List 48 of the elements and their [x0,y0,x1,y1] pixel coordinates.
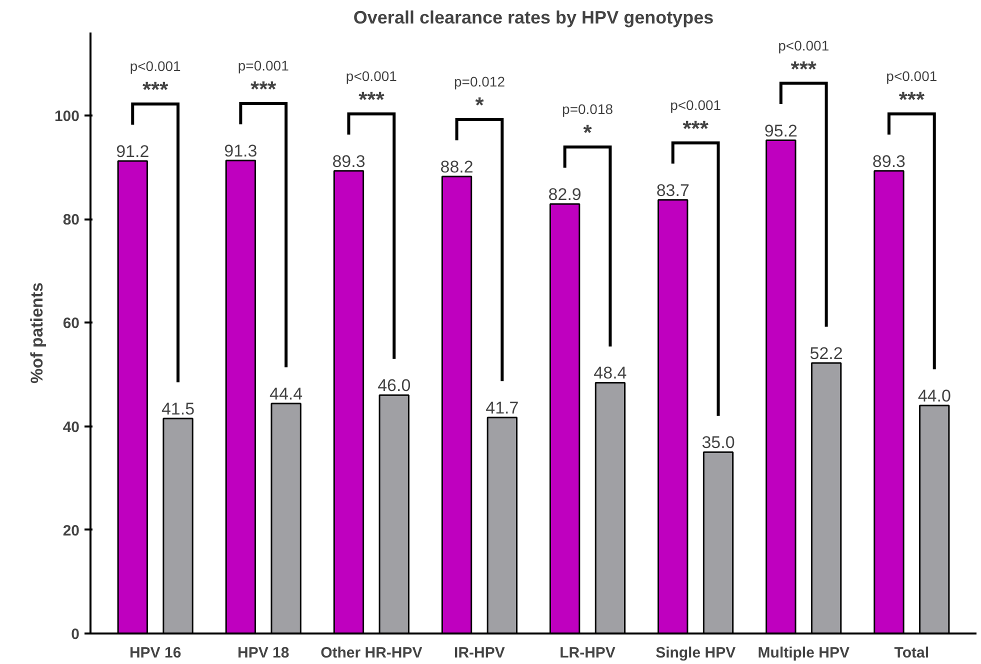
x-tick-label: LR-HPV [560,644,616,662]
data-label: 44.4 [270,384,303,404]
annotation: *** [898,86,925,112]
annotation: * [475,92,484,118]
x-tick-label: HPV 16 [129,644,182,662]
annotation: p<0.001 [886,68,938,84]
data-label: 91.2 [116,142,150,161]
data-label: 52.2 [810,344,843,364]
data-label: 48.4 [594,364,627,383]
y-tick-label: 100 [54,108,80,125]
x-tick-label: Total [894,644,930,662]
annotation: *** [142,77,169,102]
annotation: p=0.012 [454,74,506,90]
y-tick-label: 40 [62,418,80,436]
data-label: 82.9 [548,184,582,204]
annotation: *** [682,116,709,141]
data-label: 89.3 [872,152,906,171]
data-label: 35.0 [702,433,735,452]
annotation: p<0.001 [346,68,398,84]
data-label: 83.7 [656,180,690,200]
annotation: *** [250,76,277,102]
x-tick-label: HPV 18 [238,644,290,662]
annotation: p<0.001 [130,58,182,74]
y-tick-label: 80 [62,212,80,229]
annotation: *** [790,56,817,82]
chart-title: Overall clearance rates by HPV genotypes [353,8,714,28]
data-label: 91.3 [224,141,258,160]
y-tick-label: 0 [71,626,80,643]
data-label: 89.3 [332,152,366,171]
annotation: * [583,120,592,145]
data-label: 44.0 [918,386,951,406]
y-axis-title: %of patients [27,282,46,384]
annotation: *** [358,86,385,112]
data-label: 41.5 [161,399,195,418]
data-label: 41.7 [486,398,519,418]
annotation: p<0.001 [778,37,830,54]
x-tick-label: IR-HPV [454,644,505,662]
data-label: 46.0 [378,376,411,396]
data-label: 95.2 [764,121,798,140]
annotation: p=0.018 [562,101,614,117]
data-label: 88.2 [440,158,474,177]
annotation: p<0.001 [670,96,722,113]
y-tick-label: 60 [62,315,80,332]
y-tick-label: 20 [62,522,80,540]
x-tick-label: Other HR-HPV [320,644,422,662]
x-tick-label: Single HPV [656,644,736,662]
annotation: p=0.001 [238,57,290,74]
x-tick-label: Multiple HPV [758,644,850,662]
